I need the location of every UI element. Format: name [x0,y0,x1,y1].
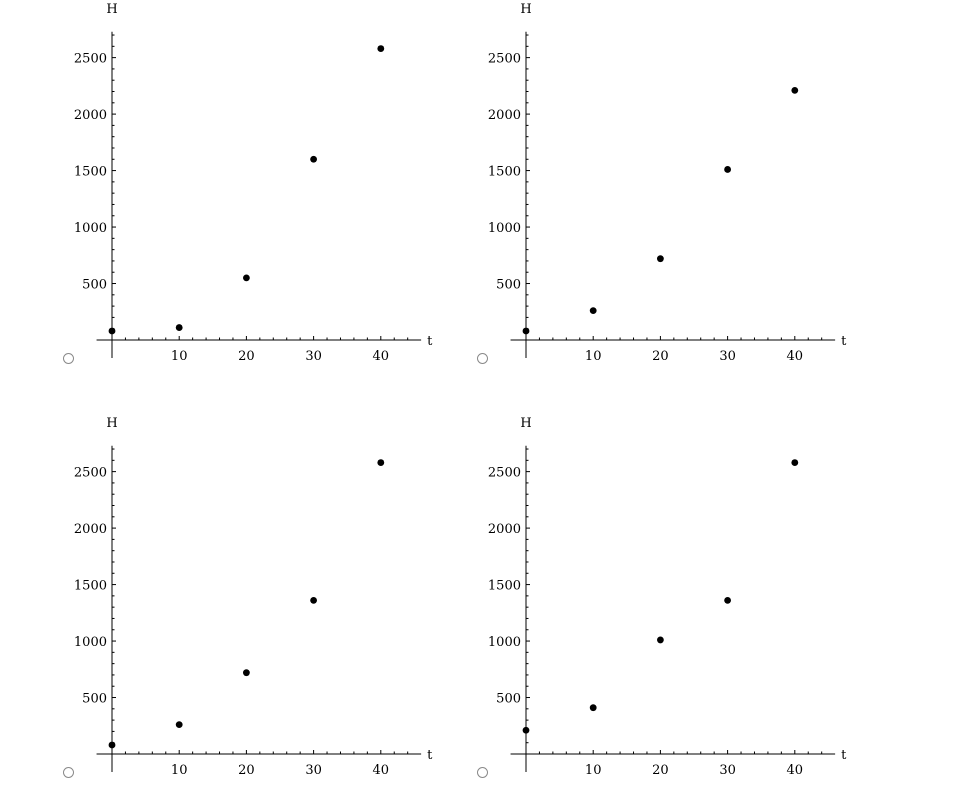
data-point [108,327,116,335]
data-point [175,324,183,331]
data-point [377,459,385,466]
option-3-radio[interactable] [63,767,74,778]
x-tick-label: 10 [585,763,602,778]
answer-option-2: 10 20 30 40 500 1000 1500 2000 2500 t H [472,0,912,380]
y-tick-label: 1500 [74,165,107,180]
data-point [657,636,664,644]
y-tick-label: 2000 [488,522,521,537]
x-axis-label: t [841,748,847,763]
x-axis-label: t [427,748,433,763]
y-axis-label: H [520,2,531,17]
y-tick-label: 1000 [488,635,521,650]
y-tick-label: 2500 [74,52,107,67]
y-tick-label: 1500 [488,579,521,594]
y-tick-label: 1000 [74,221,107,236]
data-point [724,596,731,604]
x-tick-label: 30 [719,763,736,778]
x-tick-label: 30 [305,763,322,778]
data-point [589,307,597,315]
y-tick-label: 2500 [488,466,521,481]
data-point [522,327,530,335]
option-4-radio[interactable] [477,767,488,778]
data-point [724,166,731,173]
y-tick-label: 500 [82,278,107,293]
data-point [657,255,664,263]
y-tick-label: 2000 [74,522,107,537]
y-tick-label: 1000 [74,635,107,650]
y-tick-label: 2000 [74,108,107,123]
y-tick-label: 2000 [488,108,521,123]
answer-option-4: 10 20 30 40 500 1000 1500 2000 2500 t H [472,414,912,794]
x-tick-label: 40 [373,349,390,364]
y-tick-label: 1500 [74,579,107,594]
y-tick-label: 500 [82,692,107,707]
data-point [377,45,385,52]
data-point [791,86,799,94]
data-point [310,155,317,163]
data-point [243,274,250,282]
x-tick-label: 10 [171,349,188,364]
data-point [108,741,116,749]
x-tick-label: 30 [305,349,322,364]
y-axis-label: H [106,416,117,431]
y-tick-label: 500 [496,278,521,293]
y-axis-label: H [106,2,117,17]
x-tick-label: 40 [787,763,804,778]
answer-option-1: 10 20 30 40 500 1000 1500 2000 2500 t H [58,0,498,380]
scatter-plot-4: 10 20 30 40 500 1000 1500 2000 2500 t H [488,416,847,778]
y-tick-label: 2500 [74,466,107,481]
data-point [243,669,250,677]
x-tick-label: 40 [787,349,804,364]
x-axis-label: t [427,334,433,349]
x-axis-label: t [841,334,847,349]
x-tick-label: 10 [171,763,188,778]
answer-option-3: 10 20 30 40 500 1000 1500 2000 2500 t H [58,414,498,794]
data-point [310,596,317,604]
scatter-plot-2: 10 20 30 40 500 1000 1500 2000 2500 t H [488,2,847,364]
data-point [791,459,799,466]
data-point [175,721,183,729]
y-tick-label: 1000 [488,221,521,236]
x-tick-label: 20 [652,349,669,364]
x-tick-label: 30 [719,349,736,364]
x-tick-label: 20 [652,763,669,778]
option-1-radio[interactable] [63,353,74,364]
option-2-radio[interactable] [477,353,488,364]
scatter-plot-1: 10 20 30 40 500 1000 1500 2000 2500 t H [74,2,433,364]
y-tick-label: 500 [496,692,521,707]
x-tick-label: 20 [238,349,255,364]
scatter-plot-3: 10 20 30 40 500 1000 1500 2000 2500 t H [74,416,433,778]
y-tick-label: 2500 [488,52,521,67]
y-axis-label: H [520,416,531,431]
y-tick-label: 1500 [488,165,521,180]
x-tick-label: 20 [238,763,255,778]
data-point [522,726,530,734]
x-tick-label: 40 [373,763,390,778]
data-point [589,704,597,712]
x-tick-label: 10 [585,349,602,364]
